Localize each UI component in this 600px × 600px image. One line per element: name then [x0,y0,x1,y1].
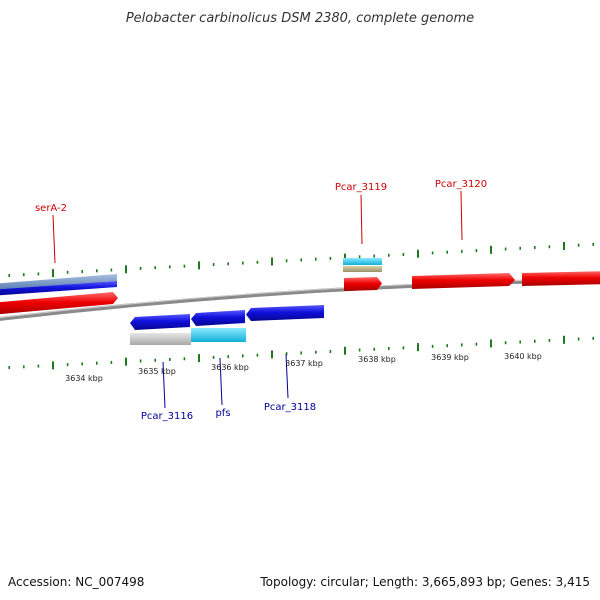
scale-label: 3640 kbp [504,352,542,361]
label-Pcar_3120: Pcar_3120 [435,179,487,190]
gene-Pcar_3120[interactable] [412,273,515,289]
leader-Pcar_3118 [285,353,289,399]
gene-Pcar_3116[interactable] [130,314,190,330]
gene-Pcar_3119[interactable] [344,277,382,291]
scale-labels: 3634 kbp 3635 kbp 3636 kbp 3637 kbp 3638… [65,352,542,383]
leader-pfs [219,357,223,406]
leader-Pcar_3116 [162,361,166,409]
genome-summary-text: Topology: circular; Length: 3,665,893 bp… [259,575,590,589]
leader-serA-2 [52,214,56,264]
leader-Pcar_3120 [460,190,463,241]
gene-pfs[interactable] [191,310,245,326]
reverse-strand-features [130,305,324,345]
olive-feature[interactable] [343,266,382,272]
cyan-feature[interactable] [343,258,382,265]
scale-label: 3634 kbp [65,374,103,383]
label-Pcar_3116: Pcar_3116 [141,411,193,422]
label-serA-2: serA-2 [35,203,67,214]
scale-label: 3638 kbp [358,355,396,364]
cyan-feature[interactable] [191,328,246,342]
label-pfs: pfs [215,408,230,419]
label-Pcar_3119: Pcar_3119 [335,182,387,193]
inner-tick-ring [8,335,595,370]
gene-Pcar_3118[interactable] [246,305,324,321]
gene-feature[interactable] [522,271,600,286]
accession-text: Accession: NC_007498 [8,575,144,589]
gene-feature[interactable] [0,281,117,296]
outer-tick-ring [8,241,595,278]
scale-label: 3636 kbp [211,363,249,372]
map-title: Pelobacter carbinolicus DSM 2380, comple… [126,11,474,26]
scale-label: 3637 kbp [285,359,323,368]
scale-label: 3639 kbp [431,353,469,362]
leader-Pcar_3119 [360,194,363,245]
forward-strand-features [0,258,600,315]
label-leaders [52,190,463,409]
scale-label: 3635 kbp [138,367,176,376]
gray-feature[interactable] [130,333,191,345]
gene-feature[interactable] [0,274,117,291]
gene-serA-2[interactable] [0,292,118,315]
label-Pcar_3118: Pcar_3118 [264,402,316,413]
